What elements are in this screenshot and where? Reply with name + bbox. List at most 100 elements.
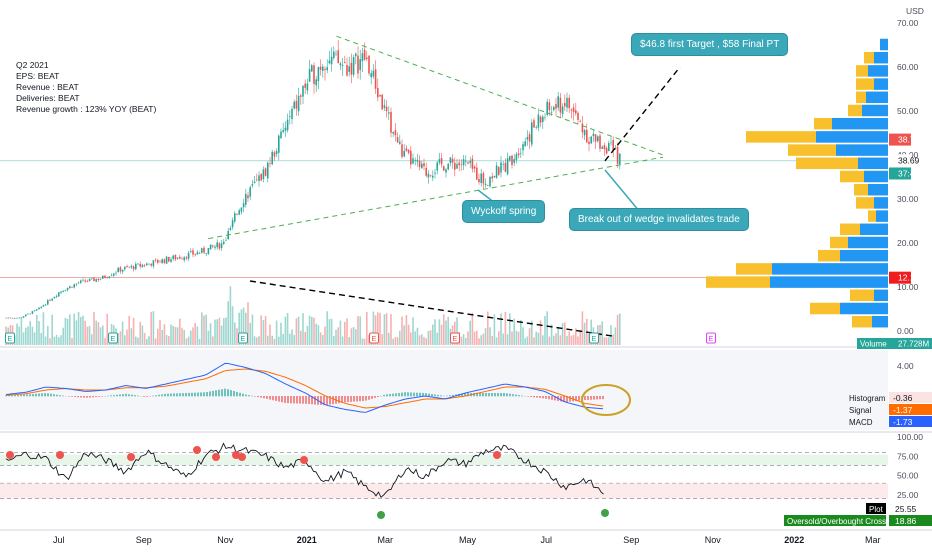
candle-body bbox=[67, 288, 69, 290]
volume-bar bbox=[467, 331, 469, 345]
candle-body bbox=[496, 165, 498, 177]
price-tick-label: 50.00 bbox=[897, 106, 919, 116]
note-line: Revenue growth : 123% YOY (BEAT) bbox=[16, 104, 156, 115]
volume-bar bbox=[80, 317, 82, 345]
macd-histogram-bar bbox=[101, 396, 103, 397]
volume-bar bbox=[529, 328, 531, 345]
x-tick-label: Jul bbox=[53, 535, 65, 545]
candle-body bbox=[617, 147, 619, 164]
rsi-tick-label: 100.00 bbox=[897, 432, 923, 442]
volume-bar bbox=[359, 316, 361, 345]
x-tick-label: Sep bbox=[623, 535, 639, 545]
volume-bar bbox=[489, 327, 491, 345]
macd-histogram-bar bbox=[71, 396, 73, 397]
candle-body bbox=[549, 102, 551, 110]
candle-body bbox=[252, 184, 254, 186]
volume-bar bbox=[414, 331, 416, 345]
volume-bar bbox=[520, 320, 522, 345]
volume-bar bbox=[549, 337, 551, 345]
macd-histogram-bar bbox=[365, 396, 367, 401]
candle-body bbox=[190, 251, 192, 252]
invalidation-callout[interactable]: Break out of wedge invalidates trade bbox=[570, 209, 748, 230]
candle-body bbox=[346, 65, 348, 76]
candle-body bbox=[551, 112, 553, 113]
volume-profile-bar bbox=[840, 171, 864, 183]
macd-histogram-bar bbox=[29, 394, 31, 396]
macd-histogram-bar bbox=[77, 396, 79, 397]
volume-bar bbox=[201, 312, 203, 345]
macd-histogram-bar bbox=[509, 394, 511, 397]
volume-bar bbox=[439, 319, 441, 345]
candle-body bbox=[509, 156, 511, 160]
volume-bar bbox=[505, 312, 507, 345]
volume-profile-bar bbox=[770, 276, 888, 288]
volume-bar bbox=[390, 314, 392, 345]
candle-body bbox=[604, 145, 606, 149]
candle-body bbox=[40, 307, 42, 308]
macd-histogram-bar bbox=[539, 396, 541, 398]
volume-bar bbox=[502, 334, 504, 345]
macd-histogram-bar bbox=[236, 392, 238, 396]
candle-body bbox=[205, 253, 207, 254]
volume-bar bbox=[355, 329, 357, 345]
macd-histogram-bar bbox=[497, 393, 499, 396]
volume-bar bbox=[397, 337, 399, 345]
macd-histogram-bar bbox=[113, 395, 115, 396]
candle-body bbox=[38, 308, 40, 309]
candle-body bbox=[491, 176, 493, 178]
volume-bar bbox=[137, 338, 139, 345]
volume-bar bbox=[89, 326, 91, 345]
macd-histogram-bar bbox=[593, 396, 595, 400]
wyckoff-spring-callout[interactable]: Wyckoff spring bbox=[463, 201, 544, 222]
volume-bar bbox=[223, 318, 225, 345]
volume-profile-bar bbox=[706, 276, 770, 288]
volume-bar bbox=[25, 328, 27, 345]
candle-body bbox=[458, 163, 460, 166]
candle-body bbox=[45, 304, 47, 305]
candle-body bbox=[412, 158, 414, 163]
macd-histogram-bar bbox=[179, 393, 181, 396]
volume-bar bbox=[573, 335, 575, 345]
candle-body bbox=[351, 63, 353, 75]
macd-histogram-bar bbox=[401, 393, 403, 397]
candle-body bbox=[434, 173, 436, 174]
volume-bar bbox=[412, 317, 414, 345]
candle-body bbox=[219, 243, 221, 248]
volume-bar bbox=[430, 330, 432, 345]
macd-histogram-bar bbox=[284, 396, 286, 403]
overbought-dot bbox=[212, 453, 220, 461]
candle-body bbox=[595, 134, 597, 141]
candle-body bbox=[263, 169, 265, 179]
macd-histogram-bar bbox=[488, 393, 490, 396]
volume-profile-bar bbox=[850, 290, 874, 302]
macd-histogram-bar bbox=[116, 395, 118, 397]
volume-bar bbox=[219, 318, 221, 345]
note-line: Q2 2021 bbox=[16, 60, 156, 71]
candle-body bbox=[84, 281, 86, 282]
macd-histogram-bar bbox=[161, 394, 163, 396]
volume-bar bbox=[43, 312, 45, 345]
volume-bar bbox=[267, 336, 269, 345]
volume-bar bbox=[555, 333, 557, 345]
target-callout[interactable]: $46.8 first Target , $58 Final PT bbox=[632, 34, 787, 55]
volume-bar bbox=[131, 328, 133, 345]
macd-histogram-bar bbox=[404, 392, 406, 396]
volume-bar bbox=[608, 337, 610, 345]
candle-body bbox=[324, 69, 326, 70]
macd-histogram-bar bbox=[200, 392, 202, 396]
overbought-dot bbox=[127, 453, 135, 461]
candle-body bbox=[527, 137, 529, 140]
volume-profile-bar bbox=[836, 144, 888, 156]
volume-bar bbox=[399, 331, 401, 345]
macd-histogram-bar bbox=[491, 393, 493, 396]
macd-histogram-bar bbox=[392, 394, 394, 397]
volume-profile-bar bbox=[876, 210, 888, 222]
volume-bar bbox=[311, 317, 313, 345]
price-tick-label: 60.00 bbox=[897, 62, 919, 72]
candle-body bbox=[177, 258, 179, 259]
candle-body bbox=[529, 134, 531, 141]
volume-bar bbox=[71, 338, 73, 345]
candle-body bbox=[575, 110, 577, 113]
volume-profile-bar bbox=[868, 210, 876, 222]
macd-histogram-bar bbox=[110, 395, 112, 396]
